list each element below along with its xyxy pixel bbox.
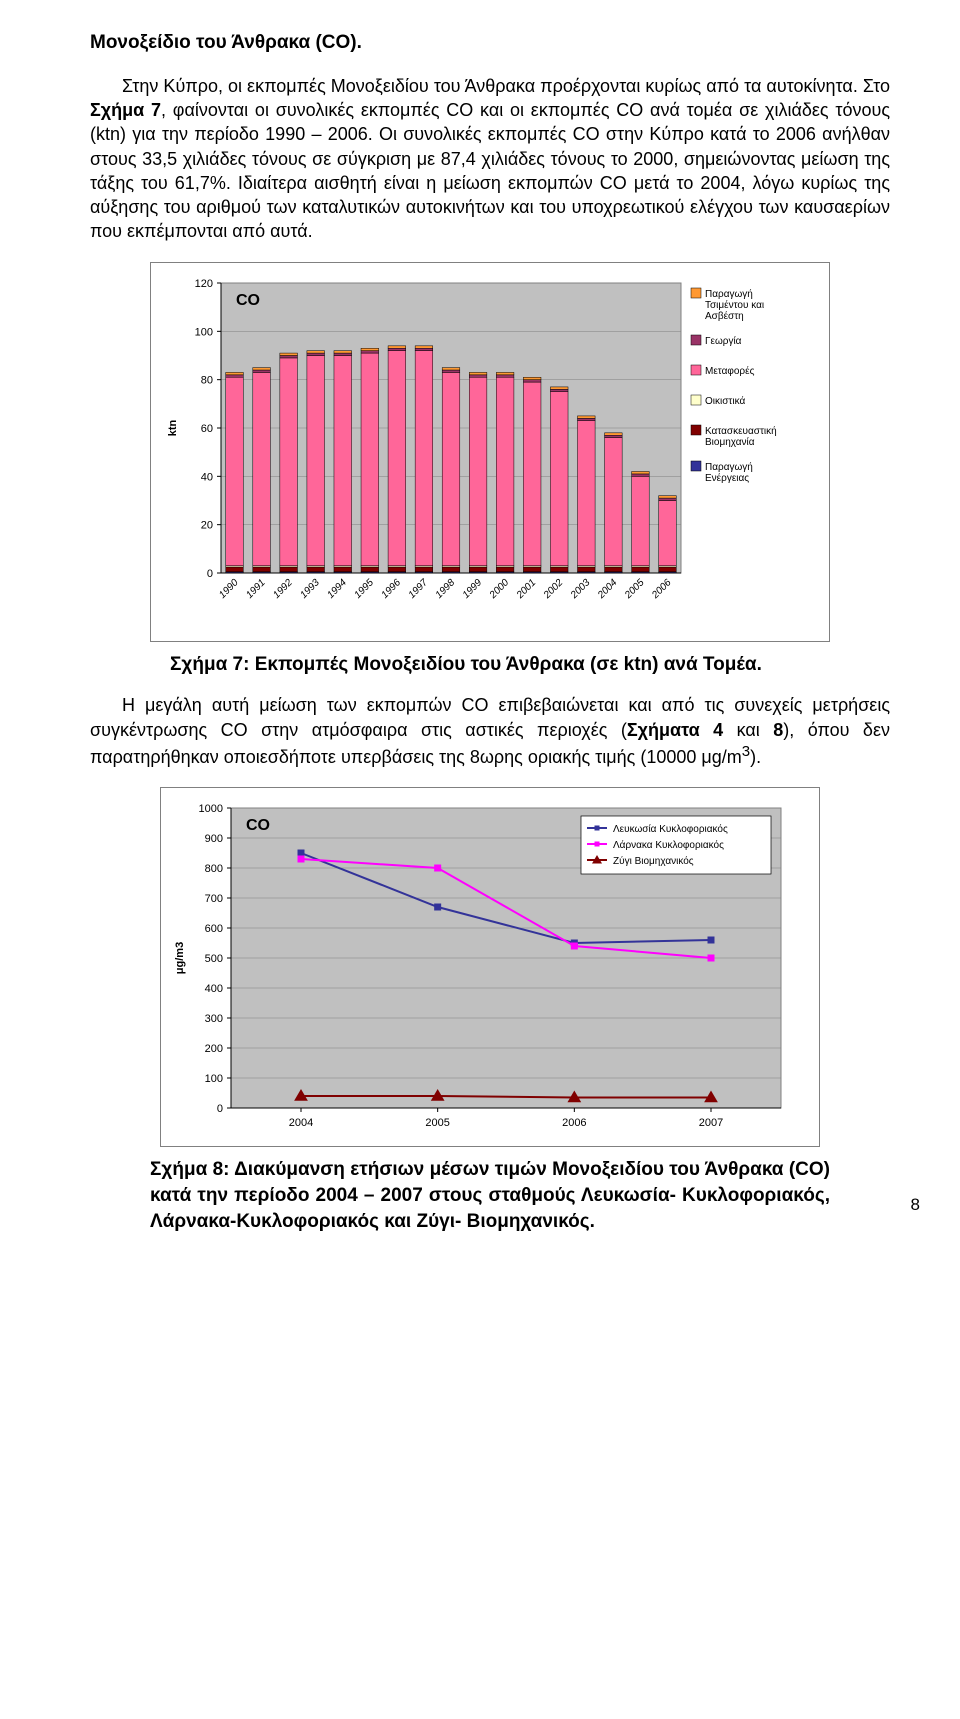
svg-text:2001: 2001 (514, 577, 538, 601)
svg-text:2006: 2006 (649, 577, 674, 602)
svg-text:80: 80 (201, 374, 213, 386)
svg-text:Παραγωγή: Παραγωγή (705, 461, 753, 473)
svg-text:0: 0 (207, 568, 213, 580)
svg-text:Γεωργία: Γεωργία (705, 335, 742, 347)
p2-t2: και (723, 720, 773, 740)
svg-text:60: 60 (201, 423, 213, 435)
svg-text:Ενέργειας: Ενέργειας (705, 472, 749, 484)
svg-text:Βιομηχανία: Βιομηχανία (705, 436, 755, 448)
svg-text:1996: 1996 (379, 577, 403, 601)
caption-1: Σχήμα 7: Εκπομπές Μονοξειδίου του Άνθρακ… (170, 652, 810, 678)
svg-text:1994: 1994 (325, 577, 349, 601)
svg-text:2004: 2004 (595, 577, 620, 602)
svg-text:Ζύγι Βιομηχανικός: Ζύγι Βιομηχανικός (613, 855, 694, 867)
svg-text:500: 500 (205, 953, 223, 965)
svg-text:1991: 1991 (244, 577, 268, 601)
svg-text:Κατασκευαστική: Κατασκευαστική (705, 425, 777, 437)
svg-text:120: 120 (195, 278, 213, 290)
svg-text:2005: 2005 (622, 577, 647, 602)
svg-text:1995: 1995 (352, 577, 376, 601)
page-number: 8 (911, 1194, 920, 1217)
svg-text:0: 0 (217, 1103, 223, 1115)
svg-text:Λευκωσία Κυκλοφοριακός: Λευκωσία Κυκλοφοριακός (613, 823, 728, 835)
p1-b1: Σχήμα 7 (90, 100, 161, 120)
svg-text:CO: CO (236, 292, 260, 309)
p2-sup: 3 (742, 743, 750, 760)
svg-text:2005: 2005 (425, 1117, 449, 1129)
svg-text:Λάρνακα Κυκλοφοριακός: Λάρνακα Κυκλοφοριακός (613, 839, 724, 851)
svg-text:Τσιμέντου και: Τσιμέντου και (705, 299, 764, 311)
chart-1-container: 0 20 40 60 80 100 120 CO ktn 19901991199219931994… (90, 262, 890, 642)
svg-text:2000: 2000 (487, 577, 512, 602)
co-line-chart: 0 100 200 300 400 500 600 700 800 900 1000 CO μg/m3 2… (160, 787, 820, 1147)
p2-b1: Σχήματα 4 (627, 720, 723, 740)
svg-text:40: 40 (201, 471, 213, 483)
svg-text:Μεταφορές: Μεταφορές (705, 365, 755, 377)
svg-text:100: 100 (195, 326, 213, 338)
co-bar-chart: 0 20 40 60 80 100 120 CO ktn 19901991199219931994… (150, 262, 830, 642)
chart-2-container: 0 100 200 300 400 500 600 700 800 900 1000 CO μg/m3 2… (90, 787, 890, 1147)
svg-text:1997: 1997 (407, 577, 431, 601)
svg-text:1000: 1000 (199, 803, 223, 815)
svg-text:2007: 2007 (699, 1117, 723, 1129)
svg-text:400: 400 (205, 983, 223, 995)
p2-t4: ). (750, 747, 761, 767)
svg-text:ktn: ktn (167, 419, 179, 436)
caption-2: Σχήμα 8: Διακύμανση ετήσιων μέσων τιμών … (150, 1157, 830, 1234)
svg-text:Ασβέστη: Ασβέστη (705, 310, 744, 322)
svg-text:1999: 1999 (461, 577, 485, 601)
paragraph-2: Η μεγάλη αυτή μείωση των εκπομπών CO επι… (90, 693, 890, 769)
svg-text:2006: 2006 (562, 1117, 586, 1129)
svg-text:2002: 2002 (541, 577, 566, 602)
p1-t1: Στην Κύπρο, οι εκπομπές Μονοξειδίου του … (122, 76, 890, 96)
svg-text:700: 700 (205, 893, 223, 905)
svg-text:300: 300 (205, 1013, 223, 1025)
paragraph-1: Στην Κύπρο, οι εκπομπές Μονοξειδίου του … (90, 74, 890, 244)
svg-text:2003: 2003 (568, 577, 593, 602)
p2-b2: 8 (773, 720, 783, 740)
svg-text:1998: 1998 (434, 577, 458, 601)
svg-text:2004: 2004 (289, 1117, 313, 1129)
svg-text:μg/m3: μg/m3 (174, 942, 186, 974)
svg-text:900: 900 (205, 833, 223, 845)
svg-text:Οικιστικά: Οικιστικά (705, 395, 745, 407)
svg-text:100: 100 (205, 1073, 223, 1085)
p1-t2: , φαίνονται οι συνολικές εκπομπές CO και… (90, 100, 890, 241)
svg-text:Παραγωγή: Παραγωγή (705, 288, 753, 300)
svg-text:200: 200 (205, 1043, 223, 1055)
svg-text:1993: 1993 (298, 577, 322, 601)
svg-text:1992: 1992 (271, 577, 295, 601)
section-heading: Μονοξείδιο του Άνθρακα (CO). (90, 30, 890, 56)
svg-text:CO: CO (246, 817, 270, 834)
svg-text:800: 800 (205, 863, 223, 875)
svg-text:20: 20 (201, 519, 213, 531)
svg-text:1990: 1990 (217, 577, 241, 601)
svg-text:600: 600 (205, 923, 223, 935)
